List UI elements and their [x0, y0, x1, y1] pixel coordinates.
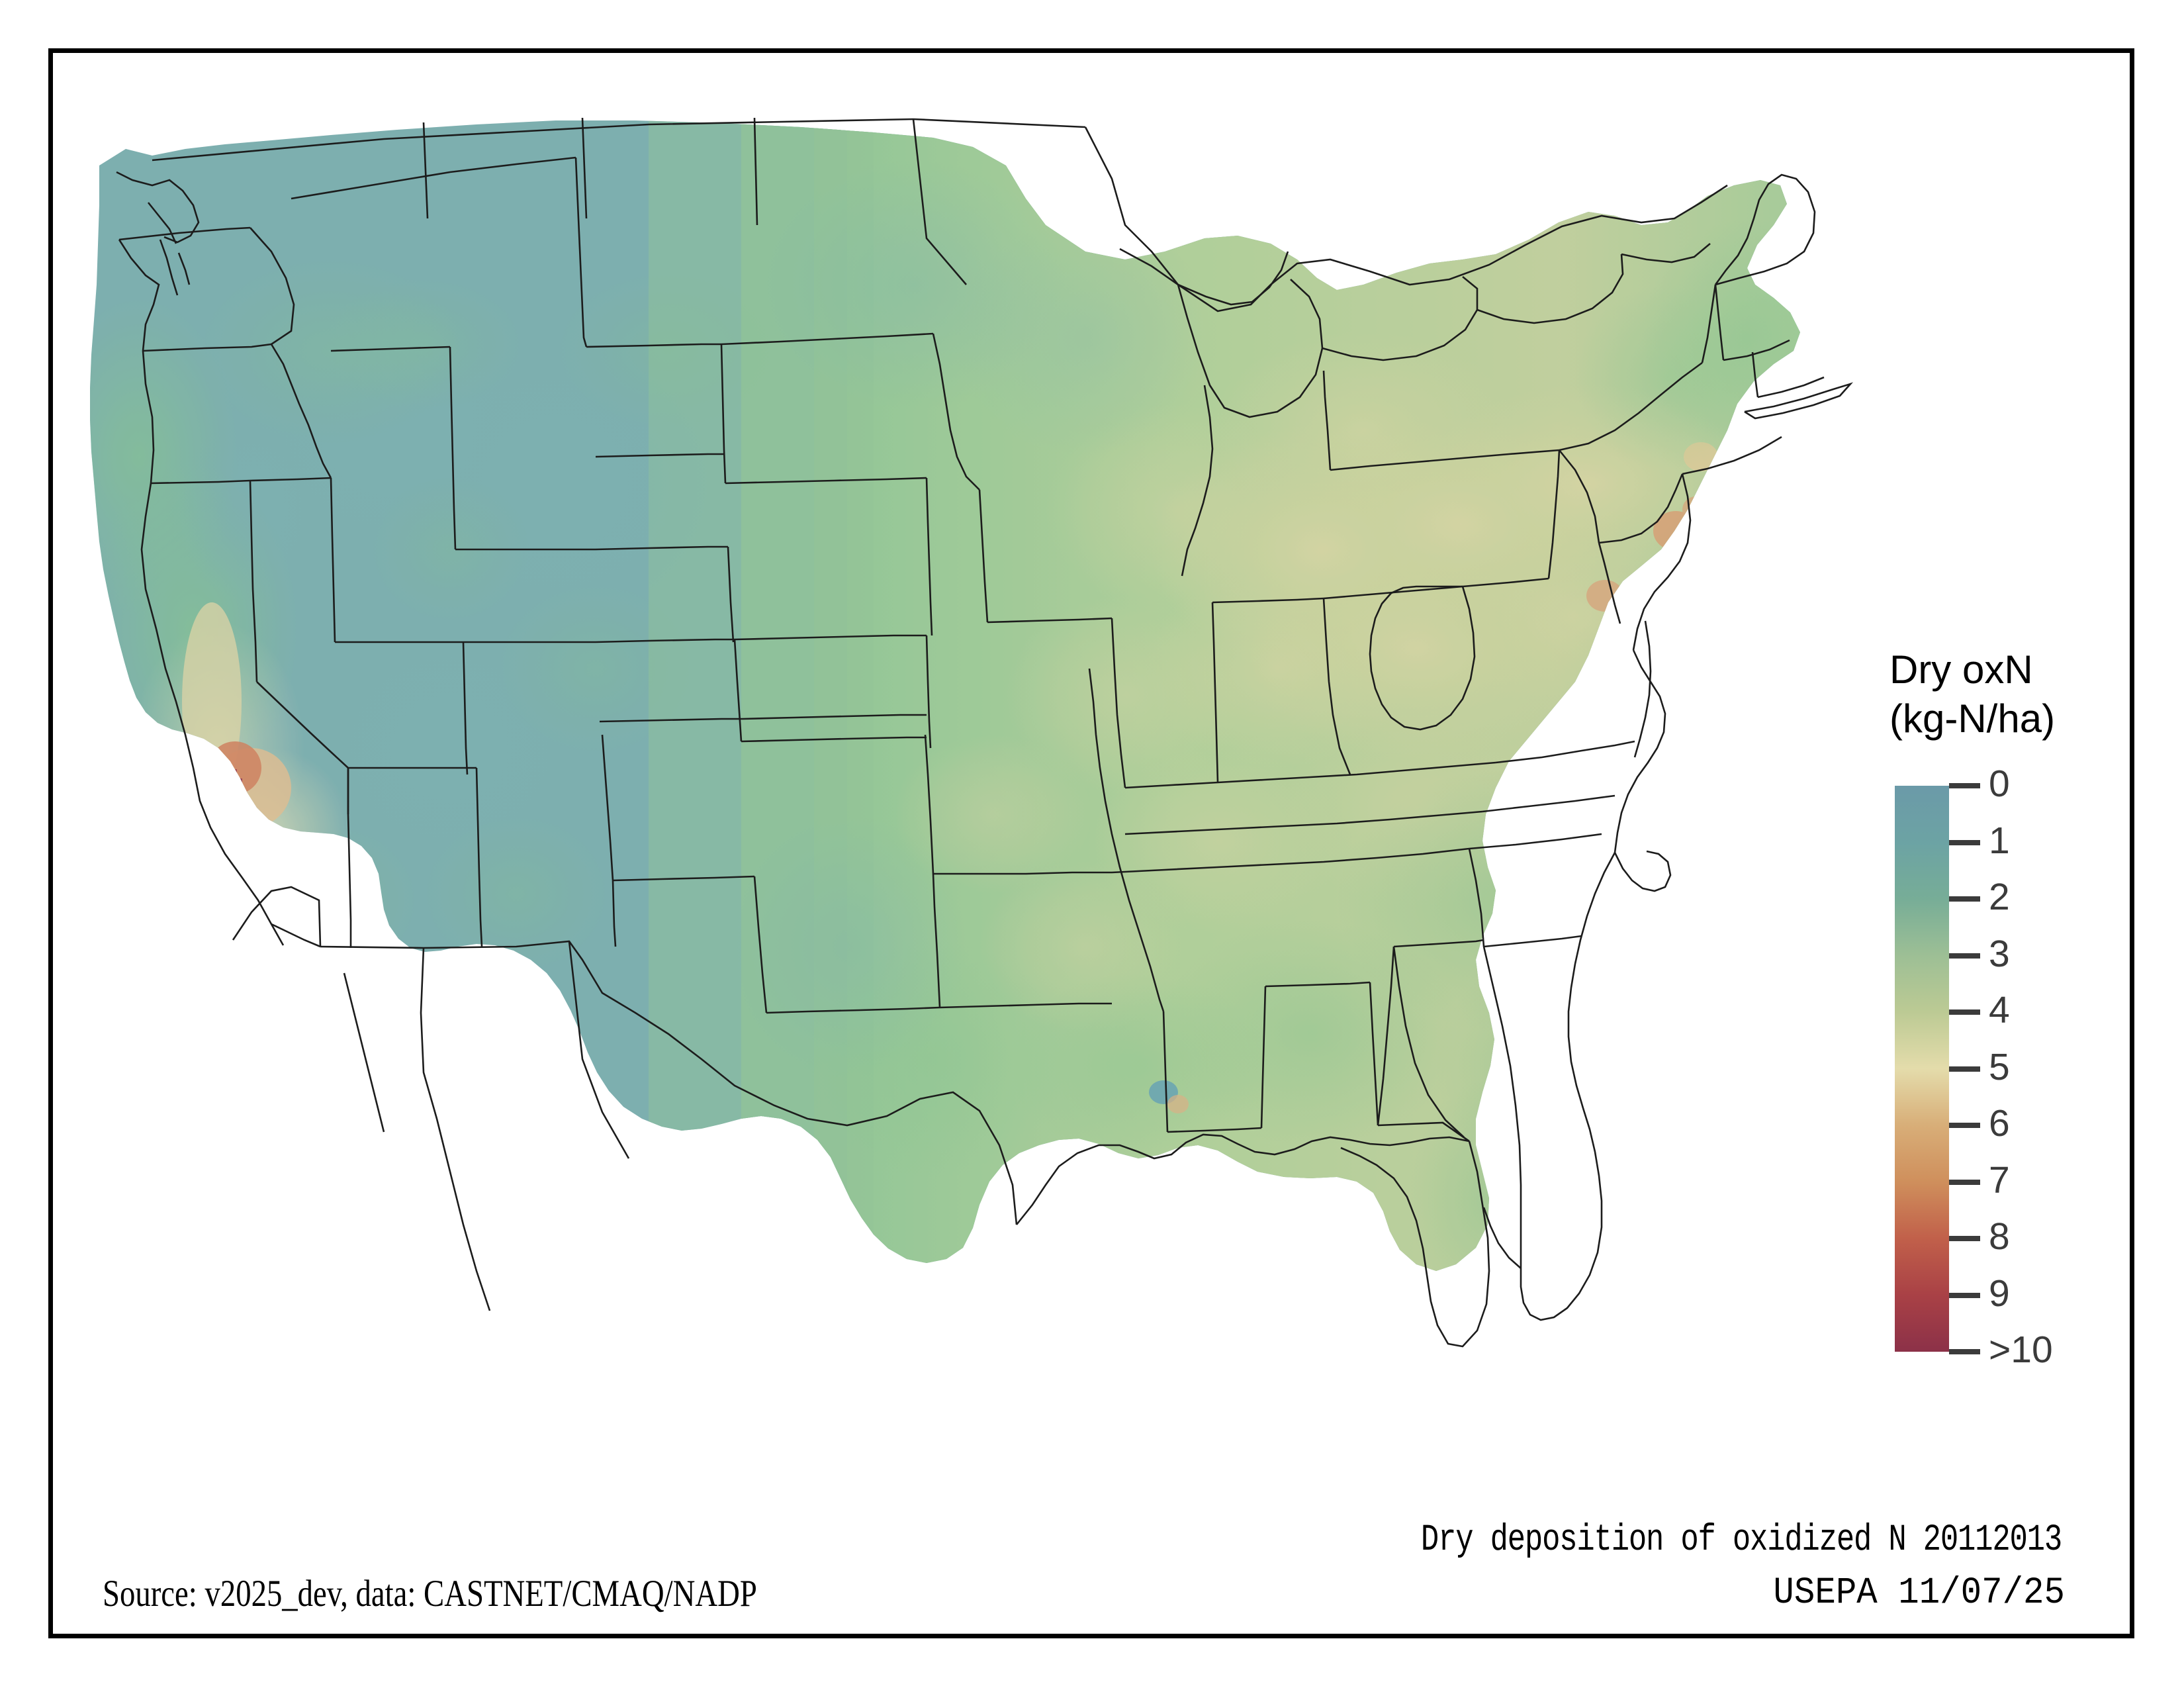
colorbar-tick-label: 5	[1989, 1045, 2010, 1088]
colorbar-tick-label: 4	[1989, 989, 2010, 1031]
colorbar-tick-label: 0	[1989, 763, 2010, 805]
deposition-map	[53, 86, 1880, 1383]
colorbar-tick-label: 7	[1989, 1158, 2010, 1201]
colorbar-title-line1: Dry oxN	[1889, 647, 2033, 692]
colorbar: Dry oxN (kg-N/ha) 0 1 2 3 4 5 6 7 8 9 >10	[1840, 645, 2124, 1519]
colorbar-tick-mark	[1949, 1349, 1980, 1354]
colorbar-tick-mark	[1949, 896, 1980, 902]
colorbar-gradient	[1895, 786, 1949, 1352]
colorbar-tick-mark	[1949, 953, 1980, 959]
colorbar-tick-mark	[1949, 839, 1980, 845]
colorbar-tick-mark	[1949, 1292, 1980, 1298]
colorbar-tick-label: 9	[1989, 1272, 2010, 1315]
colorbar-tick-mark	[1949, 1009, 1980, 1015]
colorbar-tick-label: 1	[1989, 819, 2010, 862]
colorbar-tick-label: 3	[1989, 932, 2010, 975]
map-raster-and-boundaries	[90, 117, 1854, 1348]
source-caption: Source: v2025_dev, data: CASTNET/CMAQ/NA…	[103, 1573, 757, 1615]
colorbar-tick-mark	[1949, 1179, 1980, 1185]
colorbar-tick-mark	[1949, 1236, 1980, 1241]
colorbar-title-line2: (kg-N/ha)	[1889, 696, 2056, 741]
political-boundaries	[116, 117, 1854, 1348]
colorbar-tick-mark	[1949, 1123, 1980, 1128]
colorbar-tick-label: 6	[1989, 1102, 2010, 1145]
colorbar-tick-label: 8	[1989, 1215, 2010, 1258]
deposition-raster	[90, 120, 1800, 1271]
colorbar-tick-mark	[1949, 1066, 1980, 1072]
colorbar-title: Dry oxN (kg-N/ha)	[1889, 645, 2121, 743]
colorbar-tick-label: 2	[1989, 876, 2010, 918]
agency-date-caption: USEPA 11/07/25	[1773, 1572, 2065, 1615]
colorbar-tick-label: >10	[1989, 1329, 2053, 1371]
colorbar-ticks: 0 1 2 3 4 5 6 7 8 9 >10	[1840, 645, 2124, 1519]
colorbar-tick-mark	[1949, 783, 1980, 788]
map-title-caption: Dry deposition of oxidized N 20112013	[1420, 1519, 2062, 1562]
